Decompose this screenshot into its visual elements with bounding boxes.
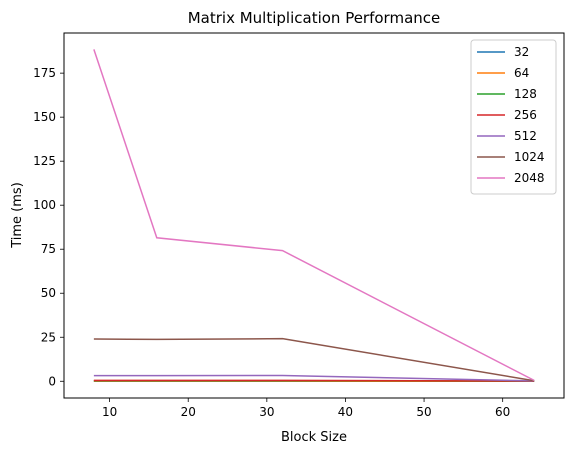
y-axis-ticks: 0 25 50 75 100 125 150 175 <box>33 66 64 388</box>
legend-label-1024: 1024 <box>514 150 545 164</box>
legend-label-512: 512 <box>514 129 537 143</box>
legend: 32 64 128 256 512 1024 2048 <box>470 39 557 195</box>
x-axis-label: Block Size <box>281 430 347 445</box>
y-tick-label: 25 <box>41 330 56 344</box>
series-line-256 <box>93 379 535 382</box>
y-tick-label: 75 <box>41 242 56 256</box>
y-axis-label: Time (ms) <box>10 182 25 249</box>
y-tick-label: 100 <box>33 198 56 212</box>
y-tick-label: 150 <box>33 110 56 124</box>
series-line-2048 <box>93 49 535 382</box>
series-line-512 <box>93 374 535 382</box>
x-axis-ticks: 10 20 30 40 50 60 <box>102 398 510 419</box>
plot-frame <box>63 32 565 399</box>
chart-title: Matrix Multiplication Performance <box>188 9 441 27</box>
legend-box <box>470 39 557 195</box>
series-line-1024 <box>93 337 535 382</box>
x-tick-label: 10 <box>102 405 117 419</box>
legend-label-256: 256 <box>514 108 537 122</box>
x-tick-label: 20 <box>181 405 196 419</box>
legend-label-64: 64 <box>514 66 529 80</box>
y-tick-label: 125 <box>33 154 56 168</box>
y-tick-label: 0 <box>48 374 56 388</box>
legend-label-2048: 2048 <box>514 171 545 185</box>
x-tick-label: 30 <box>259 405 274 419</box>
x-tick-label: 40 <box>338 405 353 419</box>
x-tick-label: 60 <box>495 405 510 419</box>
y-tick-label: 175 <box>33 66 56 80</box>
series-layer <box>93 49 535 383</box>
y-tick-label: 50 <box>41 286 56 300</box>
legend-label-32: 32 <box>514 45 529 59</box>
legend-label-128: 128 <box>514 87 537 101</box>
x-tick-label: 50 <box>416 405 431 419</box>
